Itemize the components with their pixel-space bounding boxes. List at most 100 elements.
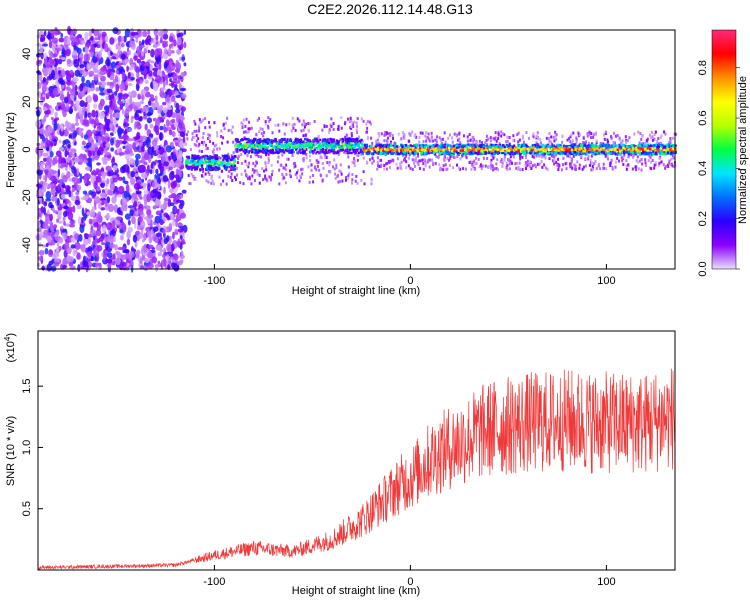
spectrogram-cell: [56, 218, 60, 223]
spectrogram-cell: [126, 196, 130, 202]
spectrogram-cell: [205, 179, 208, 183]
spectrogram-cell: [416, 160, 419, 164]
spectrogram-cell: [522, 140, 525, 144]
spectrogram-cell: [72, 50, 78, 56]
spectrogram-cell: [180, 106, 186, 112]
spectrogram-cell: [82, 260, 89, 268]
spectrogram-cell: [98, 50, 102, 59]
spectrogram-cell: [383, 133, 386, 137]
spectrogram-cell: [207, 168, 210, 171]
spectrogram-cell: [332, 165, 335, 169]
spectrogram-cell: [94, 68, 98, 74]
spectrogram-cell: [491, 154, 494, 158]
spectrogram-cell: [639, 132, 642, 136]
spectrogram-cell: [423, 158, 426, 162]
spectrogram-cell: [187, 173, 190, 177]
spectrogram-cell: [138, 40, 142, 46]
spectrogram-cell: [606, 154, 609, 158]
spectrogram-cell: [543, 154, 546, 158]
spectrogram-cell: [588, 163, 591, 167]
spectrogram-cell: [88, 180, 91, 186]
spectrogram-cell: [344, 151, 347, 155]
spectrogram-cell: [166, 94, 170, 103]
spectrogram-cell: [319, 155, 322, 159]
spectrogram-cell: [81, 76, 85, 83]
spectrogram-cell: [309, 159, 312, 163]
spectrogram-cell: [389, 159, 392, 163]
spectrogram-cell: [122, 176, 126, 184]
spectrogram-cell: [140, 50, 144, 57]
spectrogram-cell: [264, 120, 267, 124]
spectrogram-cell: [72, 129, 77, 139]
spectrogram-cell: [167, 179, 171, 189]
spectrogram-cell: [76, 204, 82, 210]
spectrogram-cell: [616, 156, 619, 160]
spectrogram-cell: [548, 157, 551, 161]
spectrogram-cell: [144, 205, 151, 211]
spectrogram-cell: [561, 140, 564, 144]
spectrogram-cell: [124, 108, 130, 117]
spectrogram-cell: [267, 116, 270, 120]
spectrogram-cell: [198, 126, 201, 130]
spectrogram-cell: [565, 167, 568, 171]
spectrogram-cell: [160, 36, 163, 43]
spectrogram-cell: [110, 51, 114, 56]
spectrogram-cell: [133, 200, 138, 206]
spectrogram-cell: [251, 174, 254, 178]
spectrogram-cell: [228, 165, 231, 169]
spectrogram-cell: [332, 128, 335, 132]
spectrogram-cell: [452, 152, 455, 156]
spectrogram-cell: [129, 177, 136, 185]
spectrogram-cell: [195, 143, 198, 147]
spectrogram-cell: [524, 154, 527, 158]
spectrogram-cell: [513, 147, 516, 150]
spectrogram-cell: [110, 137, 115, 146]
spectrogram-cell: [224, 167, 227, 170]
spectrogram-cell: [458, 131, 461, 135]
spectrogram-cell: [451, 140, 454, 144]
spectrogram-cell: [609, 162, 612, 166]
spectrogram-cell: [110, 61, 116, 69]
spectrogram-cell: [490, 158, 493, 162]
spectrogram-cell: [134, 210, 139, 215]
spectrogram-cell: [245, 150, 248, 153]
spectrogram-cell: [548, 137, 551, 141]
spectrogram-cell: [46, 109, 51, 115]
spectrogram-cell: [235, 166, 238, 170]
spectrogram-cell: [168, 256, 172, 266]
spectrogram-cell: [45, 190, 52, 200]
spectrogram-cell: [334, 176, 337, 180]
spectrogram-cell: [555, 160, 558, 164]
spectrogram-cell: [334, 145, 338, 149]
spectrogram-cell: [381, 148, 384, 152]
spectrogram-cell: [250, 147, 253, 151]
spectrogram-cell: [47, 30, 51, 40]
spectrogram-cell: [525, 131, 528, 135]
spectrogram-cell: [173, 139, 180, 143]
spectrogram-cell: [295, 148, 298, 151]
spectrogram-cell: [521, 134, 524, 138]
spectrogram-cell: [42, 83, 47, 92]
spectrogram-cell: [267, 152, 270, 156]
spectrogram-cell: [231, 131, 234, 135]
spectrogram-cell: [380, 158, 383, 162]
spectrogram-cell: [428, 165, 431, 169]
spectrogram-cell: [659, 148, 662, 151]
spectrogram-cell: [53, 261, 60, 267]
spectrogram-cell: [136, 58, 142, 64]
spectrogram-cell: [190, 172, 193, 176]
spectrogram-cell: [42, 106, 48, 112]
spectrogram-cell: [183, 41, 187, 49]
spectrogram-cell: [343, 145, 347, 148]
spectrogram-cell: [64, 223, 71, 227]
spectrogram-cell: [50, 188, 56, 196]
spectrogram-cell: [566, 138, 569, 142]
spectrogram-cell: [262, 134, 265, 138]
spectrogram-cell: [439, 166, 442, 170]
spectrogram-cell: [120, 87, 123, 93]
spectrogram-cell: [59, 164, 64, 169]
spectrogram-cell: [304, 144, 307, 148]
spectrogram-cell: [591, 143, 595, 147]
spectrogram-cell: [638, 141, 641, 145]
spectrogram-cell: [604, 154, 607, 158]
